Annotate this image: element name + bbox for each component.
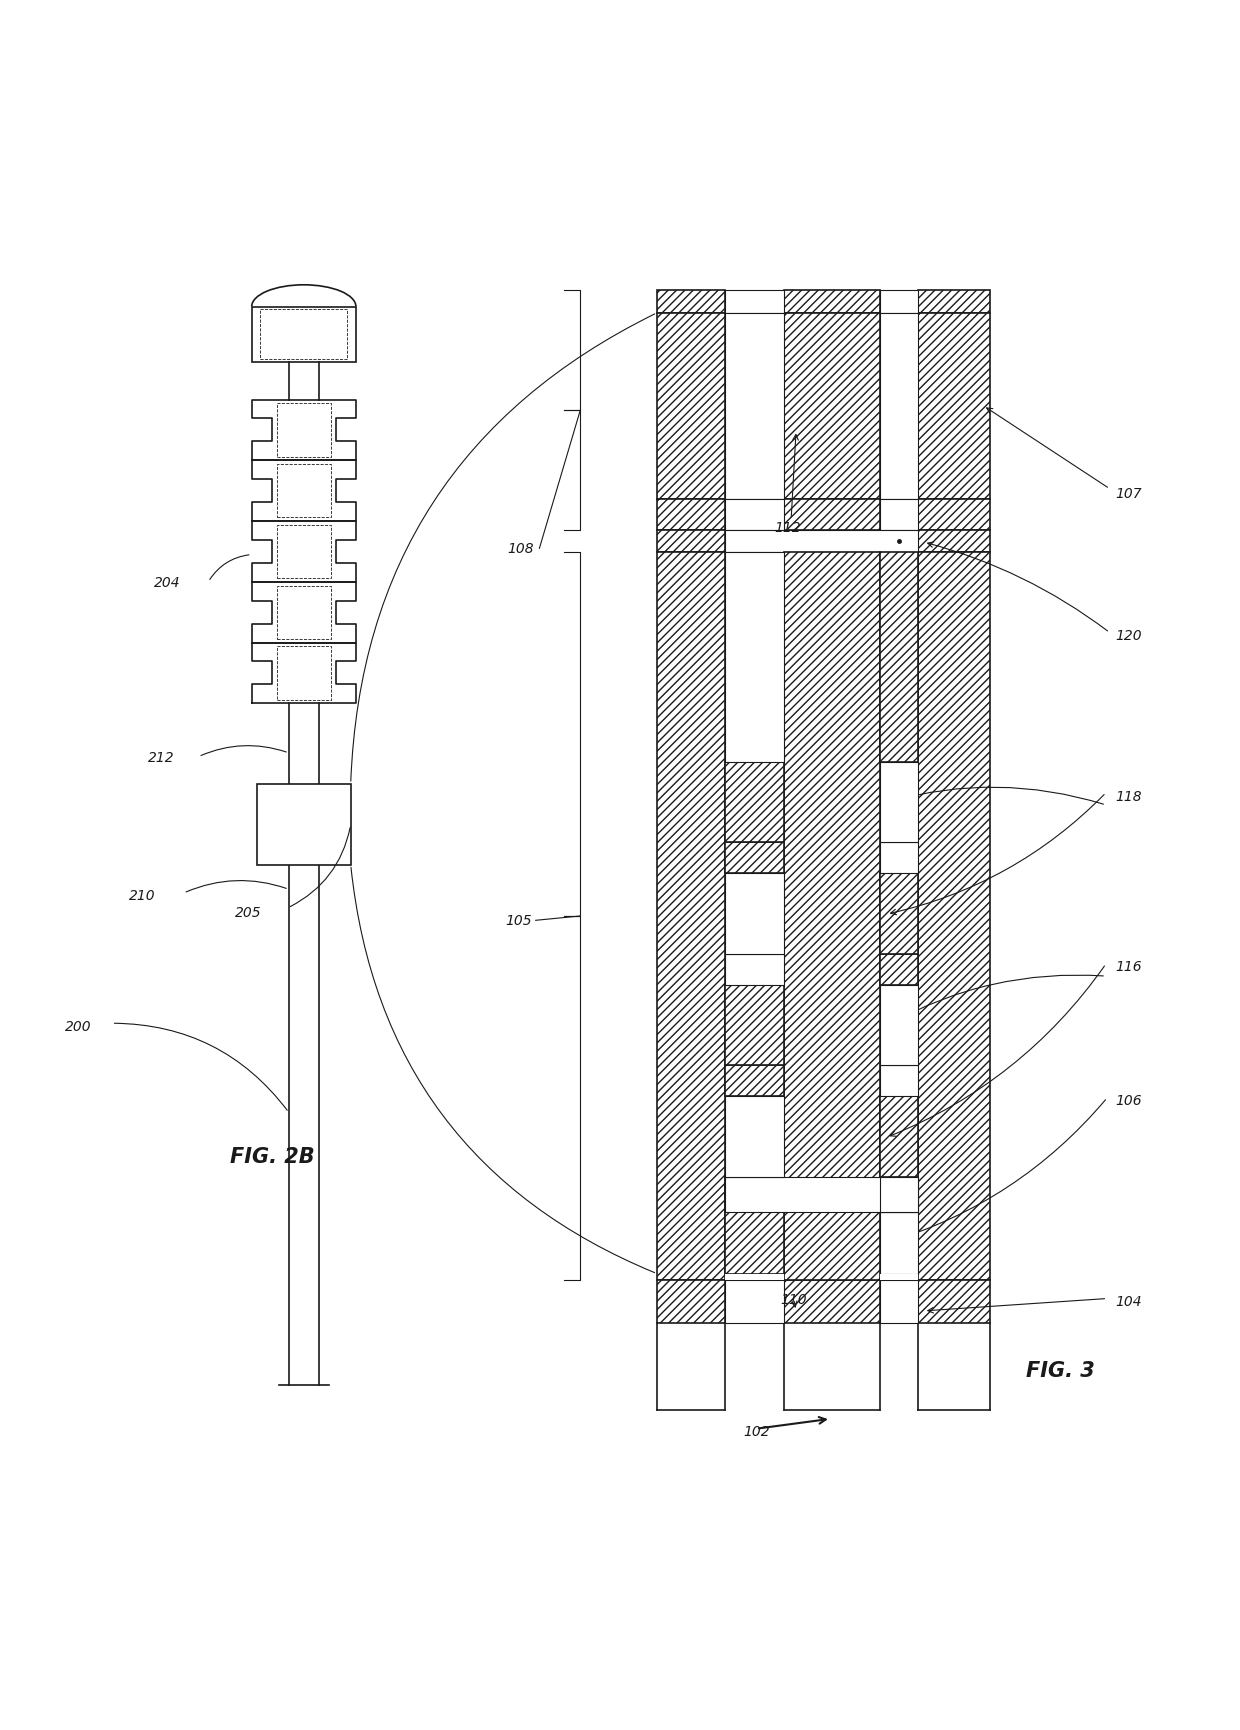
Bar	[257, 784, 351, 865]
Text: 118: 118	[1115, 791, 1142, 804]
Bar	[725, 1097, 784, 1178]
Bar	[725, 1213, 784, 1273]
Bar	[277, 405, 331, 457]
Bar	[657, 1280, 725, 1323]
Bar	[880, 291, 918, 313]
Text: 212: 212	[148, 751, 175, 765]
Bar	[918, 531, 990, 552]
Text: 102: 102	[743, 1424, 770, 1438]
Bar	[725, 763, 784, 843]
Bar	[725, 1280, 784, 1323]
Bar	[657, 500, 725, 531]
Bar	[918, 291, 990, 313]
Bar	[725, 1273, 784, 1280]
Bar	[784, 1280, 880, 1323]
Bar	[277, 465, 331, 517]
Bar	[880, 1213, 918, 1273]
Bar	[880, 1178, 918, 1213]
Bar	[784, 552, 880, 1280]
Bar	[880, 843, 918, 874]
Bar	[880, 955, 918, 984]
Text: 112: 112	[774, 521, 801, 535]
Bar	[725, 874, 784, 955]
Bar	[725, 955, 784, 984]
Text: FIG. 2B: FIG. 2B	[231, 1147, 315, 1166]
Bar	[725, 500, 784, 531]
Bar	[260, 310, 347, 360]
Bar	[725, 552, 918, 1280]
Bar	[880, 1273, 918, 1280]
Text: 105: 105	[505, 913, 532, 927]
Bar	[657, 313, 725, 500]
Bar	[918, 500, 990, 531]
Bar	[918, 313, 990, 500]
Bar	[725, 1066, 784, 1097]
Bar	[725, 984, 784, 1066]
Text: 200: 200	[64, 1019, 92, 1033]
Bar	[880, 1066, 918, 1097]
Bar	[880, 874, 918, 955]
Text: 116: 116	[1115, 960, 1142, 974]
Bar	[880, 313, 918, 500]
Text: 106: 106	[1115, 1093, 1142, 1107]
Bar	[784, 313, 880, 500]
Text: 120: 120	[1115, 628, 1142, 644]
Text: 205: 205	[234, 905, 262, 919]
Bar	[725, 291, 784, 313]
Bar	[657, 531, 725, 552]
Bar	[725, 1178, 784, 1213]
Bar	[880, 552, 918, 763]
Bar	[784, 500, 880, 531]
Bar	[725, 1178, 918, 1213]
Bar	[252, 308, 356, 363]
Text: 210: 210	[129, 889, 156, 903]
Text: 108: 108	[507, 541, 534, 555]
Bar	[880, 1097, 918, 1178]
Bar	[277, 526, 331, 580]
Bar	[784, 291, 880, 313]
Bar	[725, 531, 918, 552]
Bar	[725, 313, 784, 500]
Bar	[880, 1280, 918, 1323]
Bar	[277, 586, 331, 640]
Bar	[880, 984, 918, 1066]
Bar	[918, 552, 990, 1280]
Bar	[880, 500, 918, 531]
Bar	[725, 843, 784, 874]
Bar	[880, 763, 918, 843]
Bar	[277, 647, 331, 701]
Text: 104: 104	[1115, 1294, 1142, 1308]
Text: 107: 107	[1115, 486, 1142, 500]
Bar	[657, 552, 725, 1280]
Text: 204: 204	[154, 576, 181, 590]
Text: 110: 110	[780, 1292, 807, 1306]
Bar	[657, 291, 725, 313]
Bar	[918, 1280, 990, 1323]
Text: FIG. 3: FIG. 3	[1025, 1360, 1095, 1381]
Bar	[725, 552, 784, 763]
